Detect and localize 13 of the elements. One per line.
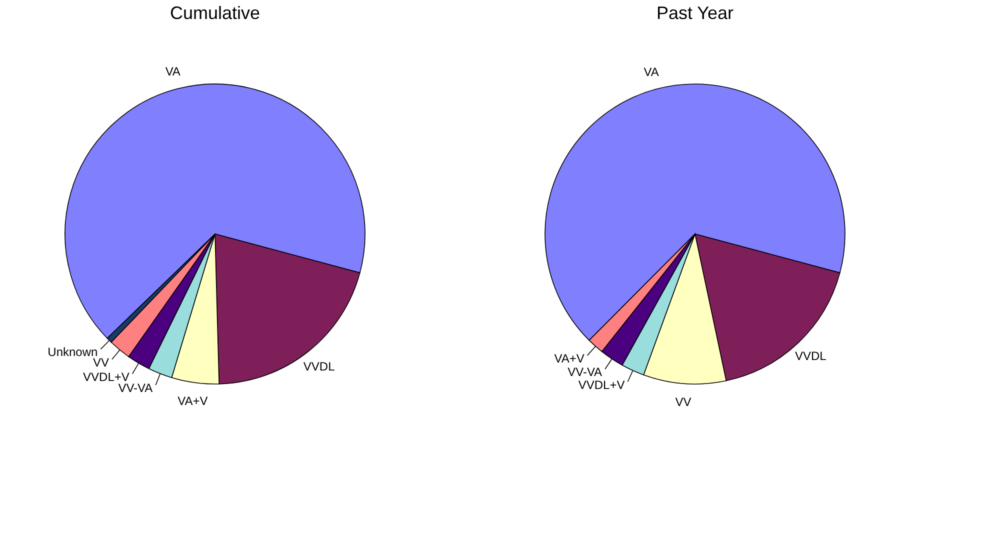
slice-label: VA: [165, 64, 180, 78]
slice-label: VA+V: [554, 351, 584, 366]
slice-label: VV: [675, 395, 692, 410]
slice-label: VVDL+V: [83, 370, 130, 384]
slice-label: VV-VA: [568, 365, 602, 380]
slice-label: VVDL+V: [578, 378, 625, 392]
slice-label: VA: [644, 64, 659, 79]
slice-label: VA+V: [178, 394, 208, 408]
slice-label: VV-VA: [118, 381, 153, 396]
chart-title: Past Year: [656, 3, 734, 23]
chart-title: Cumulative: [170, 3, 260, 23]
slice-label: VVDL: [794, 349, 827, 364]
slice-label: VVDL: [303, 359, 336, 374]
